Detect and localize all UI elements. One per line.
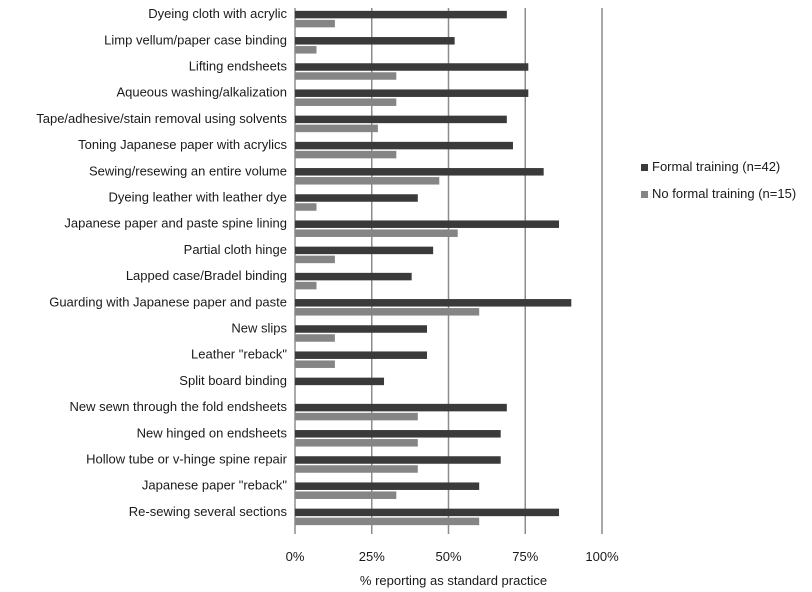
category-label: Hollow tube or v-hinge spine repair [86, 452, 288, 467]
x-axis-title: % reporting as standard practice [360, 573, 547, 588]
bar-formal-training [295, 430, 501, 438]
bar-no-formal-training [295, 517, 480, 526]
legend-label: Formal training (n=42) [652, 159, 780, 174]
category-label: Lapped case/Bradel binding [126, 268, 287, 283]
bar-formal-training [295, 272, 412, 281]
bar-formal-training [295, 63, 529, 71]
category-label: Tape/adhesive/stain removal using solven… [36, 111, 287, 126]
category-label: Lifting endsheets [189, 59, 288, 74]
bar-formal-training [295, 351, 428, 359]
bar-formal-training [295, 168, 544, 176]
bar-no-formal-training [295, 124, 378, 133]
bar-formal-training [295, 220, 560, 228]
bars [295, 10, 572, 526]
bar-no-formal-training [295, 46, 317, 54]
bar-formal-training [295, 194, 418, 202]
bar-no-formal-training [295, 72, 397, 80]
bar-no-formal-training [295, 177, 440, 185]
bar-no-formal-training [295, 360, 335, 368]
bar-no-formal-training [295, 19, 335, 28]
category-label: Dyeing cloth with acrylic [148, 6, 287, 21]
category-label: Toning Japanese paper with acrylics [78, 137, 287, 152]
category-label: Japanese paper "reback" [142, 478, 287, 493]
bar-no-formal-training [295, 465, 418, 473]
category-label: Sewing/resewing an entire volume [89, 163, 287, 178]
legend-label: No formal training (n=15) [652, 186, 796, 201]
bar-formal-training [295, 482, 480, 490]
bar-no-formal-training [295, 334, 335, 342]
category-label: New sewn through the fold endsheets [69, 399, 287, 414]
bar-formal-training [295, 377, 385, 386]
bar-no-formal-training [295, 255, 335, 264]
category-label: Limp vellum/paper case binding [104, 32, 287, 47]
category-label: Aqueous washing/alkalization [116, 85, 287, 100]
bar-no-formal-training [295, 412, 418, 421]
category-labels: Dyeing cloth with acrylic Limp vellum/pap… [36, 6, 287, 519]
bar-formal-training [295, 115, 507, 124]
legend: Formal training (n=42) No formal training… [641, 159, 796, 201]
bar-no-formal-training [295, 98, 397, 106]
bar-no-formal-training [295, 203, 317, 211]
x-tick-label: 25% [359, 549, 385, 564]
legend-swatch [641, 164, 648, 171]
bar-no-formal-training [295, 491, 397, 499]
bar-no-formal-training [295, 150, 397, 159]
bar-formal-training [295, 403, 507, 412]
bar-formal-training [295, 141, 513, 150]
gridlines [294, 8, 603, 534]
bar-formal-training [295, 456, 501, 464]
bar-no-formal-training [295, 439, 418, 447]
category-label: Re-sewing several sections [129, 504, 288, 519]
x-tick-labels: 0% 25% 50% 75% 100% [286, 549, 619, 564]
category-label: Japanese paper and paste spine lining [64, 216, 287, 231]
bar-formal-training [295, 325, 428, 333]
bar-formal-training [295, 89, 529, 97]
x-tick-label: 50% [435, 549, 461, 564]
bar-formal-training [295, 246, 434, 255]
bar-formal-training [295, 508, 560, 517]
bar-no-formal-training [295, 281, 317, 290]
x-tick-label: 75% [512, 549, 538, 564]
bar-formal-training [295, 37, 455, 45]
category-label: Dyeing leather with leather dye [109, 190, 288, 205]
category-label: New hinged on endsheets [137, 425, 288, 440]
category-label: New slips [231, 321, 287, 336]
x-tick-label: 0% [286, 549, 305, 564]
category-label: Guarding with Japanese paper and paste [49, 294, 287, 309]
bar-formal-training [295, 299, 572, 307]
x-tick-label: 100% [585, 549, 619, 564]
bar-no-formal-training [295, 308, 480, 316]
category-label: Split board binding [179, 373, 287, 388]
category-label: Partial cloth hinge [184, 242, 287, 257]
bar-formal-training [295, 10, 507, 19]
category-label: Leather "reback" [191, 347, 287, 362]
bar-no-formal-training [295, 229, 458, 237]
legend-swatch [641, 191, 648, 198]
